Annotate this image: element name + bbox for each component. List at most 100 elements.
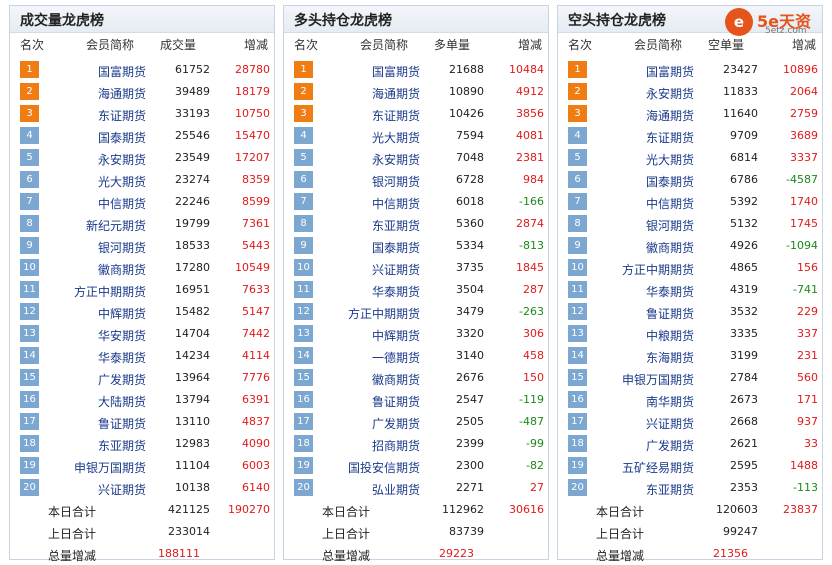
member-name-link[interactable]: 中信期货 <box>371 197 420 211</box>
member-name-link[interactable]: 兴证期货 <box>645 417 694 431</box>
summary-row: 总量增减 29223 <box>284 543 548 565</box>
member-name-link[interactable]: 中信期货 <box>97 197 146 211</box>
member-name-link[interactable]: 弘业期货 <box>371 483 420 497</box>
change-cell: 229 <box>797 305 818 318</box>
table-row: 7 中信期货 6018 -166 <box>284 191 548 213</box>
member-name-link[interactable]: 银河期货 <box>371 175 420 189</box>
member-name-link[interactable]: 方正中期期货 <box>347 307 420 321</box>
member-name-link[interactable]: 广发期货 <box>97 373 146 387</box>
member-name-link[interactable]: 光大期货 <box>645 153 694 167</box>
summary-row: 上日合计 99247 <box>558 521 822 543</box>
rank-badge: 15 <box>568 369 587 386</box>
summary-label: 本日合计 <box>322 505 371 519</box>
value-cell: 13794 <box>175 393 210 406</box>
change-cell: 6003 <box>242 459 270 472</box>
table-row: 3 海通期货 11640 2759 <box>558 103 822 125</box>
member-name-link[interactable]: 华泰期货 <box>97 351 146 365</box>
value-cell: 4926 <box>730 239 758 252</box>
rank-badge: 14 <box>568 347 587 364</box>
member-name-link[interactable]: 海通期货 <box>97 87 146 101</box>
table-row: 19 申银万国期货 11104 6003 <box>10 455 274 477</box>
member-name-link[interactable]: 东亚期货 <box>97 439 146 453</box>
table-row: 12 鲁证期货 3532 229 <box>558 301 822 323</box>
member-name-link[interactable]: 鲁证期货 <box>371 395 420 409</box>
member-name-link[interactable]: 国泰期货 <box>371 241 420 255</box>
member-name-link[interactable]: 海通期货 <box>645 109 694 123</box>
rank-badge: 10 <box>568 259 587 276</box>
member-name-link[interactable]: 广发期货 <box>371 417 420 431</box>
member-name-link[interactable]: 方正中期期货 <box>621 263 694 277</box>
table-header: 名次 会员简称 多单量 增减 <box>284 33 548 55</box>
value-cell: 25546 <box>175 129 210 142</box>
rank-badge: 15 <box>294 369 313 386</box>
member-name-link[interactable]: 光大期货 <box>371 131 420 145</box>
member-name-link[interactable]: 一德期货 <box>371 351 420 365</box>
member-name-link[interactable]: 广发期货 <box>645 439 694 453</box>
member-name-link[interactable]: 银河期货 <box>97 241 146 255</box>
member-name-link[interactable]: 东证期货 <box>97 109 146 123</box>
member-name-link[interactable]: 东亚期货 <box>371 219 420 233</box>
member-name-link[interactable]: 申银万国期货 <box>621 373 694 387</box>
logo-url: 5etz.com <box>765 26 807 36</box>
member-name-link[interactable]: 申银万国期货 <box>73 461 146 475</box>
member-name-link[interactable]: 华安期货 <box>97 329 146 343</box>
table-row: 17 鲁证期货 13110 4837 <box>10 411 274 433</box>
member-name-link[interactable]: 中辉期货 <box>97 307 146 321</box>
summary-row: 本日合计 421125 190270 <box>10 499 274 521</box>
member-name-link[interactable]: 鲁证期货 <box>97 417 146 431</box>
member-name-link[interactable]: 永安期货 <box>645 87 694 101</box>
member-name-link[interactable]: 国富期货 <box>371 65 420 79</box>
rank-badge: 17 <box>294 413 313 430</box>
member-name-link[interactable]: 南华期货 <box>645 395 694 409</box>
logo-icon: e <box>725 8 753 36</box>
header-value: 成交量 <box>160 38 197 52</box>
change-cell: 8599 <box>242 195 270 208</box>
change-cell: 937 <box>797 415 818 428</box>
rank-badge: 8 <box>294 215 313 232</box>
change-cell: 10549 <box>235 261 270 274</box>
member-name-link[interactable]: 国投安信期货 <box>347 461 420 475</box>
member-name-link[interactable]: 国泰期货 <box>97 131 146 145</box>
member-name-link[interactable]: 银河期货 <box>645 219 694 233</box>
member-name-link[interactable]: 兴证期货 <box>97 483 146 497</box>
member-name-link[interactable]: 东证期货 <box>645 131 694 145</box>
member-name-link[interactable]: 国泰期货 <box>645 175 694 189</box>
rank-badge: 11 <box>20 281 39 298</box>
rank-badge: 4 <box>294 127 313 144</box>
member-name-link[interactable]: 徽商期货 <box>645 241 694 255</box>
value-cell: 16951 <box>175 283 210 296</box>
site-logo[interactable]: e 5e天资 5etz.com <box>725 8 825 38</box>
member-name-link[interactable]: 中粮期货 <box>645 329 694 343</box>
member-name-link[interactable]: 新纪元期货 <box>85 219 146 233</box>
member-name-link[interactable]: 方正中期期货 <box>73 285 146 299</box>
change-cell: 3856 <box>516 107 544 120</box>
member-name-link[interactable]: 东海期货 <box>645 351 694 365</box>
member-name-link[interactable]: 鲁证期货 <box>645 307 694 321</box>
summary-change: 30616 <box>509 503 544 516</box>
member-name-link[interactable]: 永安期货 <box>97 153 146 167</box>
member-name-link[interactable]: 中信期货 <box>645 197 694 211</box>
member-name-link[interactable]: 光大期货 <box>97 175 146 189</box>
member-name-link[interactable]: 国富期货 <box>645 65 694 79</box>
member-name-link[interactable]: 华泰期货 <box>645 285 694 299</box>
table-row: 2 海通期货 10890 4912 <box>284 81 548 103</box>
value-cell: 33193 <box>175 107 210 120</box>
table-row: 14 华泰期货 14234 4114 <box>10 345 274 367</box>
member-name-link[interactable]: 华泰期货 <box>371 285 420 299</box>
member-name-link[interactable]: 招商期货 <box>371 439 420 453</box>
value-cell: 9709 <box>730 129 758 142</box>
member-name-link[interactable]: 大陆期货 <box>97 395 146 409</box>
member-name-link[interactable]: 徽商期货 <box>97 263 146 277</box>
member-name-link[interactable]: 国富期货 <box>97 65 146 79</box>
member-name-link[interactable]: 永安期货 <box>371 153 420 167</box>
member-name-link[interactable]: 兴证期货 <box>371 263 420 277</box>
member-name-link[interactable]: 东证期货 <box>371 109 420 123</box>
member-name-link[interactable]: 五矿经易期货 <box>621 461 694 475</box>
change-cell: 17207 <box>235 151 270 164</box>
member-name-link[interactable]: 海通期货 <box>371 87 420 101</box>
member-name-link[interactable]: 东亚期货 <box>645 483 694 497</box>
change-cell: 337 <box>797 327 818 340</box>
member-name-link[interactable]: 中辉期货 <box>371 329 420 343</box>
summary-label: 本日合计 <box>596 505 645 519</box>
member-name-link[interactable]: 徽商期货 <box>371 373 420 387</box>
